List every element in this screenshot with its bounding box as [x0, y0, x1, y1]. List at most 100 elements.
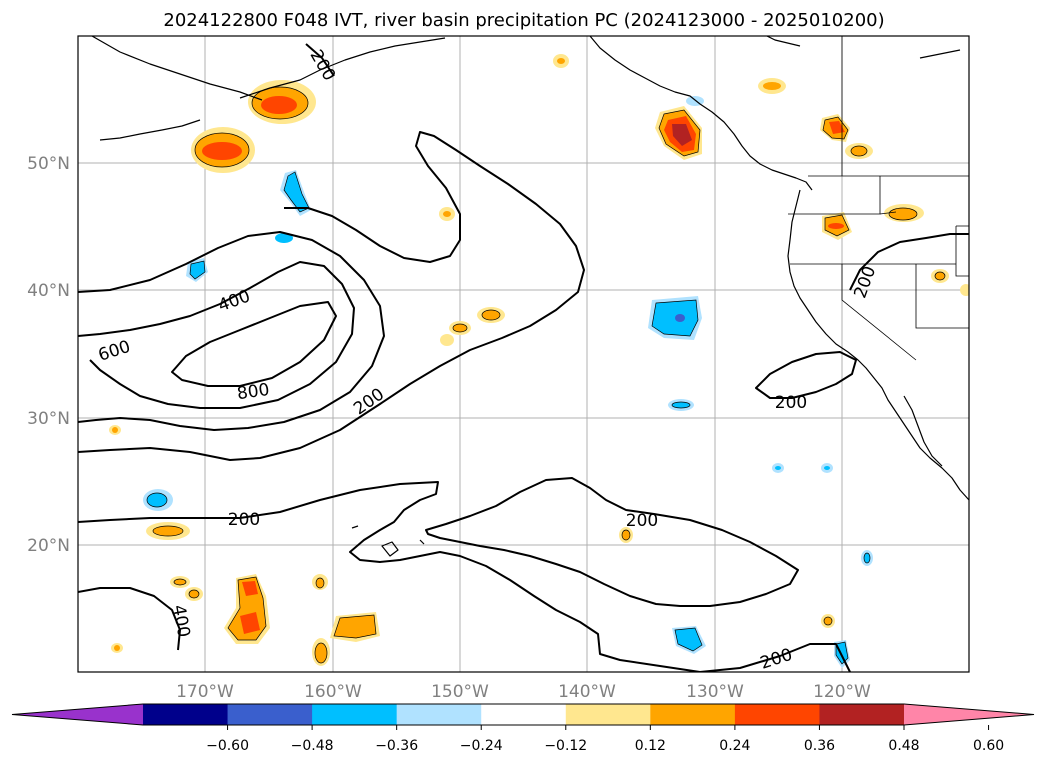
colorbar-tick-label: −0.36 [375, 738, 418, 754]
lon-label-130w: 130°W [686, 682, 744, 702]
lon-label-150w: 150°W [431, 682, 489, 702]
precip-blob [675, 314, 685, 322]
lat-label-20n: 20°N [27, 536, 70, 556]
precip-blob [621, 529, 631, 541]
precip-blob [775, 466, 781, 470]
precip-blob [828, 223, 844, 229]
state-border [915, 264, 969, 329]
precip-blob [481, 309, 501, 321]
colorbar-segment [481, 704, 567, 725]
precip-blob [863, 552, 871, 564]
precip-blob [888, 207, 918, 221]
ivt-contour-200-lower [78, 481, 701, 672]
ivt-contour-200-south [699, 643, 851, 672]
precip-blob [315, 577, 325, 589]
ivt-contour-400 [78, 231, 385, 431]
ivt-contour-800 [171, 301, 337, 387]
colorbar-segment [819, 704, 905, 725]
baja-california [903, 395, 943, 467]
state-border [879, 211, 897, 215]
precip-blob [824, 466, 830, 470]
precip-blob [960, 284, 969, 296]
alaska-interior-coast [765, 36, 801, 47]
ivt-contour-200 [78, 131, 585, 461]
contour-label: 200 [775, 393, 807, 413]
colorbar-tick-label: −0.12 [544, 738, 587, 754]
precip-blob [934, 271, 946, 281]
colorbar-extend-min [12, 704, 143, 725]
state-border [955, 225, 969, 277]
colorbar-tick-label: 0.36 [804, 738, 835, 754]
precip-blob [240, 612, 260, 634]
coastlines [91, 36, 969, 557]
colorbar-tick-label: 0.12 [635, 738, 666, 754]
latitude-labels: 50°N 40°N 30°N 20°N [27, 154, 70, 556]
us-west-coast [787, 189, 969, 501]
ivt-contour-200-tongue [425, 477, 799, 607]
contour-label: 800 [236, 380, 271, 404]
colorbar-tick-label: 0.60 [973, 738, 1004, 754]
ivt-contours [78, 43, 969, 672]
precip-blob [763, 82, 781, 90]
map-panel: 400 600 800 200 200 200 200 200 400 200 … [77, 35, 970, 673]
precip-blob [188, 589, 200, 599]
precip-blob [146, 492, 168, 508]
longitude-labels: 170°W 160°W 150°W 140°W 130°W 120°W [176, 682, 871, 702]
colorbar-tick-label: −0.24 [460, 738, 503, 754]
precip-blob [275, 233, 293, 243]
ivt-contour-400-south [78, 587, 181, 651]
precip-blob [823, 616, 833, 626]
colorbar-tick-label: 0.24 [719, 738, 750, 754]
lon-label-160w: 160°W [304, 682, 362, 702]
precip-blob [283, 171, 310, 213]
contour-label: 200 [228, 510, 260, 530]
colorbar-segment [143, 704, 229, 725]
hawaii-island [351, 525, 359, 529]
lon-label-120w: 120°W [813, 682, 871, 702]
colorbar-tick-label: −0.60 [206, 738, 249, 754]
colorbar-segment [734, 704, 820, 725]
colorbar-segment [396, 704, 482, 725]
precip-blob [829, 121, 845, 134]
precip-blob [671, 401, 691, 409]
figure-title: 2024122800 F048 IVT, river basin precipi… [163, 10, 884, 31]
colorbar: −0.60 −0.48 −0.36 −0.24 −0.12 0.12 0.24 0.36 0.4… [11, 703, 1035, 754]
aleutian-coast [91, 36, 263, 101]
hawaii-island [419, 539, 425, 545]
precip-blob [440, 334, 454, 346]
lon-label-140w: 140°W [558, 682, 616, 702]
precip-blob [189, 260, 206, 280]
colorbar-outline [11, 703, 1035, 726]
precip-anomaly-blobs [109, 54, 969, 668]
precip-blob [314, 642, 328, 664]
colorbar-segment [565, 704, 651, 725]
precip-blob [850, 145, 868, 157]
political-borders [788, 36, 969, 361]
precip-blob [202, 142, 242, 160]
precip-blob [557, 58, 565, 64]
precip-blob [112, 427, 118, 433]
precip-blob [261, 96, 297, 114]
precip-blob [173, 578, 187, 586]
arctic-island [919, 49, 961, 59]
map-frame [77, 35, 970, 673]
lat-label-30n: 30°N [27, 409, 70, 429]
ivt-contour-200-north [305, 43, 335, 77]
precip-blob [152, 525, 184, 537]
hawaii-island [381, 541, 399, 557]
ivt-contour-200-east [755, 351, 857, 399]
colorbar-segment [312, 704, 398, 725]
precip-blob [333, 614, 377, 639]
contour-label: 200 [626, 511, 658, 531]
state-border [841, 264, 917, 361]
ivt-contour-600 [78, 261, 355, 409]
colorbar-extend-max [904, 704, 1034, 725]
lon-label-170w: 170°W [176, 682, 234, 702]
colorbar-tick-label: 0.48 [888, 738, 919, 754]
colorbar-tick-label: −0.48 [291, 738, 334, 754]
alaska-peninsula [239, 37, 446, 99]
precip-blob [672, 124, 692, 146]
precip-blob [242, 581, 258, 596]
aleutian-islands [99, 119, 201, 141]
